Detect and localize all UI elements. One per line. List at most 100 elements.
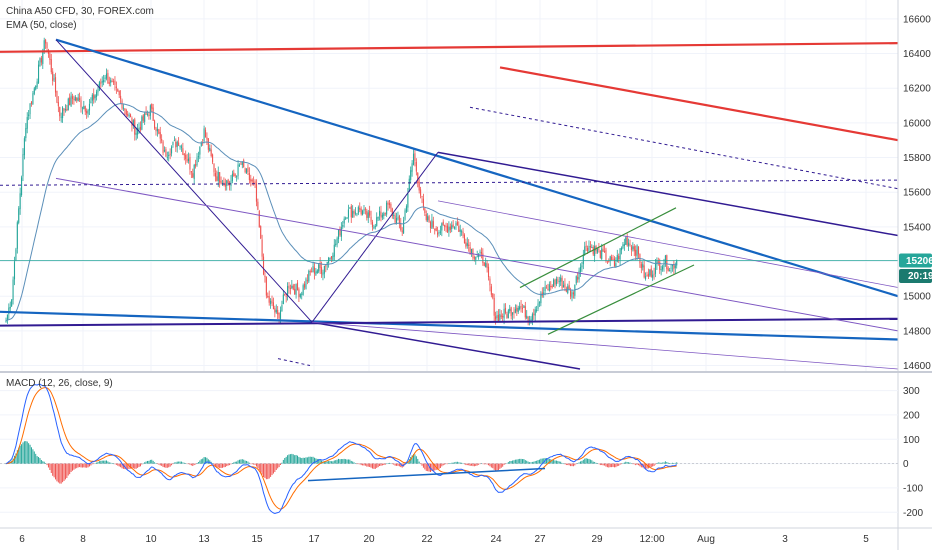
macd-histogram-bar (304, 457, 306, 464)
candle-body (180, 146, 183, 148)
candle-body (144, 113, 146, 122)
macd-histogram-bar (589, 459, 591, 464)
candle-body (323, 266, 325, 274)
macd-histogram-bar (379, 463, 381, 466)
macd-histogram-bar (265, 463, 267, 480)
price-tick-label: 16200 (903, 84, 931, 95)
candle-body (6, 314, 8, 321)
candle-body (613, 258, 615, 267)
candle-body (337, 229, 340, 240)
macd-histogram-bar (605, 463, 607, 467)
time-axis[interactable]: 6 8 10 13 15 17 20 22 24 27 29 12:00 Aug 3 5 (19, 534, 869, 545)
price-tick-label: 15400 (903, 222, 931, 233)
macd-pane[interactable]: -200 -100 0 100 200 300 (0, 383, 923, 519)
candle-body (43, 40, 45, 51)
price-pane[interactable] (0, 0, 899, 371)
macd-histogram-bar (469, 463, 471, 466)
candle-body (547, 288, 549, 291)
time-tick-label: 13 (198, 534, 210, 545)
candle-body (57, 102, 59, 107)
candle-body (534, 309, 536, 316)
macd-histogram-bar (601, 463, 603, 466)
macd-histogram-bar (32, 449, 34, 464)
candle-body (145, 112, 147, 115)
price-axis[interactable]: 1460014800150001520015400156001580016000… (897, 0, 931, 550)
light-purple-midline (55, 177, 899, 332)
candle-body (352, 210, 354, 218)
macd-histogram-bar (190, 463, 192, 466)
candle-body (319, 262, 321, 269)
candle-body (499, 314, 501, 321)
macd-tick-label: -100 (903, 483, 923, 494)
macd-histogram-bar (270, 463, 272, 477)
candle-body (213, 163, 215, 173)
candle-body (304, 283, 306, 288)
candle-body (431, 219, 433, 229)
macd-histogram-bar (29, 444, 31, 464)
candle-body (479, 251, 481, 254)
candle-body (381, 214, 383, 218)
macd-histogram-bar (43, 461, 45, 464)
macd-histogram-bar (88, 463, 90, 467)
candle-body (260, 226, 262, 239)
candle-body (219, 172, 221, 183)
candle-body (635, 249, 637, 256)
candle-body (111, 80, 113, 82)
candle-body (185, 154, 187, 160)
macd-histogram-bar (565, 463, 567, 466)
macd-histogram-bar (169, 463, 171, 467)
candle-body (93, 94, 95, 100)
candle-body (444, 225, 446, 227)
macd-histogram-bar (251, 463, 253, 465)
candle-body (272, 302, 274, 310)
macd-histogram-bar (548, 458, 550, 464)
macd-histogram-bar (192, 463, 194, 467)
candle-body (56, 90, 58, 103)
macd-histogram-bar (390, 463, 392, 464)
candle-body (294, 288, 296, 295)
macd-histogram-bar (257, 463, 259, 469)
macd-histogram-bar (414, 454, 416, 464)
macd-histogram-bar (662, 462, 664, 464)
candle-body (46, 43, 48, 49)
candle-body (62, 107, 64, 119)
candle-body (45, 39, 47, 44)
macd-histogram-bar (388, 462, 390, 464)
candle-body (652, 274, 654, 278)
candle-body (403, 220, 405, 234)
candle-body (332, 255, 334, 260)
candle-body (640, 264, 642, 269)
candle-body (197, 156, 199, 158)
candle-body (582, 254, 584, 265)
macd-histogram-bar (482, 463, 484, 465)
candle-body (622, 244, 624, 249)
candle-body (335, 243, 337, 245)
candle-body (268, 296, 270, 303)
macd-histogram-bar (391, 463, 393, 465)
candle-body (469, 246, 471, 254)
macd-histogram-bar (632, 463, 634, 465)
macd-histogram-bar (122, 463, 124, 469)
macd-histogram-bar (185, 463, 187, 464)
candle-body (388, 203, 391, 205)
last-price-value: 15206 (906, 256, 932, 267)
candle-body (217, 171, 219, 181)
macd-histogram-bar (97, 462, 99, 464)
macd-axis[interactable]: -200 -100 0 100 200 300 (903, 386, 923, 519)
macd-histogram-bar (483, 463, 485, 465)
macd-histogram-bar (113, 463, 115, 465)
macd-histogram-bar (42, 461, 44, 464)
macd-histogram-bar (108, 462, 110, 464)
macd-histogram-bar (635, 463, 637, 466)
candle-body (449, 226, 451, 230)
candle-body (115, 86, 117, 88)
macd-histogram-bar (16, 450, 18, 464)
macd-histogram-bar (533, 461, 535, 464)
candle-body (199, 146, 201, 155)
candle-body (408, 178, 410, 192)
candle-body (369, 210, 371, 216)
macd-histogram-bar (144, 462, 146, 464)
candle-body (612, 258, 614, 260)
macd-histogram-bar (454, 462, 456, 464)
